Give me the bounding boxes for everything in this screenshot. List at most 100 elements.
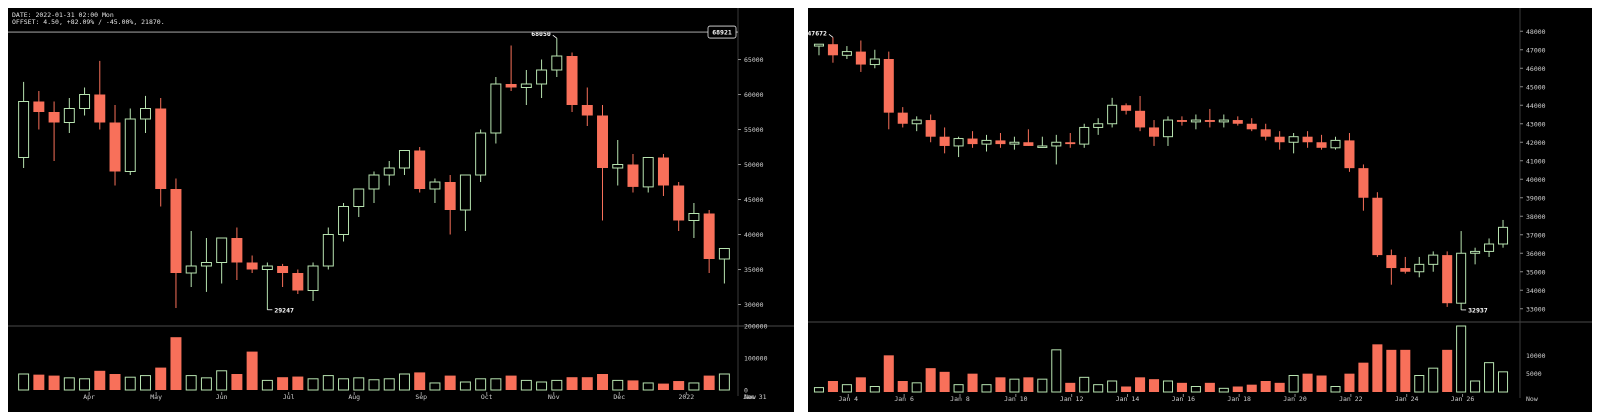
time-tick-label: Aug	[348, 393, 360, 401]
volume-bar-up	[1218, 387, 1229, 393]
candle-body-down	[1260, 129, 1271, 137]
candle-body-down	[170, 189, 182, 273]
candle-body-down	[1358, 168, 1369, 198]
high-price-label: 47672	[808, 29, 827, 37]
candle-body-down	[581, 105, 593, 116]
btc-hourly-chart-panel[interactable]: 48000 47000 46000 45000 44000 43000 42000 41000…	[808, 8, 1592, 412]
volume-tick-label: 10000	[1526, 352, 1546, 360]
candle-body-up	[307, 265, 319, 291]
time-tick-label: Oct	[481, 393, 493, 401]
volume-bar-down	[827, 381, 838, 392]
candle-body-up	[953, 138, 964, 147]
candle-body-up	[383, 167, 395, 176]
candle-body-up	[475, 132, 487, 176]
time-tick-label: Jan 6	[894, 395, 914, 403]
candle-body-down	[1246, 123, 1257, 130]
time-tick-label: Nov	[548, 393, 560, 401]
candle-body-down	[967, 138, 978, 145]
candle-body-down	[1121, 105, 1132, 111]
candle-body-up	[261, 265, 273, 270]
volume-bar-up	[981, 384, 992, 393]
candle-body-down	[897, 112, 908, 124]
candle-body-down	[231, 238, 243, 263]
volume-bar-up	[1428, 367, 1439, 393]
volume-bar-up	[536, 381, 548, 391]
candle-body-up	[718, 248, 730, 260]
volume-bar-down	[1442, 349, 1453, 392]
candle-body-up	[1414, 263, 1425, 273]
volume-bar-down	[1204, 382, 1215, 392]
time-end-label: Jan 31	[743, 393, 767, 401]
candle-body-up	[1330, 139, 1341, 149]
candle-body-up	[1484, 243, 1495, 252]
volume-bar-up	[1037, 378, 1048, 393]
candle-body-up	[911, 119, 922, 125]
candle-body-up	[63, 108, 75, 123]
volume-bar-up	[841, 384, 852, 393]
volume-bar-down	[109, 374, 121, 390]
candle-body-up	[1009, 141, 1020, 145]
time-tick-label: Jan 26	[1451, 395, 1475, 403]
candle-body-down	[292, 273, 304, 291]
hourly-candlestick-svg[interactable]: 48000 47000 46000 45000 44000 43000 42000 41000…	[808, 8, 1592, 412]
daily-candlestick-svg[interactable]: 65000 60000 55000 50000 45000 40000 35000 30000…	[8, 8, 794, 412]
price-tick-label: 39000	[1526, 194, 1546, 202]
candle-body-down	[1274, 136, 1285, 143]
volume-bar-up	[642, 382, 654, 391]
volume-bar-up	[475, 378, 487, 391]
volume-bar-down	[1260, 381, 1271, 392]
volume-bar-down	[1386, 349, 1397, 392]
price-tick-label: 41000	[1526, 157, 1546, 165]
candle-body-up	[1107, 104, 1118, 125]
candle-body-down	[627, 164, 639, 187]
price-tick-label: 34000	[1526, 287, 1546, 295]
candle-body-down	[703, 213, 715, 259]
volume-bar-up	[1009, 378, 1020, 393]
volume-bar-down	[170, 337, 182, 390]
volume-bar-up	[1079, 376, 1090, 393]
time-tick-label: Jun	[216, 393, 228, 401]
volume-bar-up	[1190, 386, 1201, 393]
volume-bar-down	[597, 374, 608, 390]
volume-bar-down	[925, 368, 936, 392]
candle-body-down	[855, 51, 866, 65]
candle-body-down	[48, 112, 60, 123]
volume-bar-down	[967, 373, 978, 392]
candle-body-up	[322, 234, 334, 267]
volume-bar-up	[911, 382, 922, 393]
candle-body-up	[1037, 145, 1048, 148]
volume-bar-up	[520, 379, 532, 391]
btc-daily-chart-panel[interactable]: DATE: 2022-01-31 02:00 Mon OFFSET: 4.50,…	[8, 8, 794, 412]
candle-body-up	[813, 43, 825, 47]
volume-bar-up	[185, 375, 197, 391]
price-tick-label: 35000	[1526, 268, 1546, 276]
volume-bar-down	[995, 377, 1006, 392]
candle-body-up	[1497, 226, 1509, 245]
candle-body-down	[1442, 255, 1453, 304]
time-tick-label: May	[150, 393, 162, 401]
volume-bar-down	[414, 372, 426, 390]
volume-bar-up	[869, 386, 880, 393]
candle-body-up	[642, 157, 654, 188]
volume-bar-down	[1065, 382, 1076, 392]
volume-bar-up	[338, 378, 350, 391]
volume-bar-up	[429, 382, 441, 391]
price-tick-label: 43000	[1526, 120, 1546, 128]
candle-body-down	[883, 59, 894, 113]
volume-bar-up	[612, 379, 624, 391]
volume-bar-down	[48, 375, 60, 390]
volume-bar-down	[292, 376, 304, 390]
time-tick-label: Jul	[283, 393, 295, 401]
volume-bar-down	[627, 380, 639, 390]
price-tick-label: 60000	[744, 91, 764, 99]
time-tick-label: Jan 18	[1227, 395, 1251, 403]
candle-body-up	[368, 174, 380, 190]
time-tick-label: 2022	[678, 393, 694, 401]
volume-bar-down	[1121, 386, 1132, 392]
candle-body-up	[398, 150, 410, 169]
price-tick-label: 55000	[744, 126, 764, 134]
volume-bar-down	[1400, 349, 1411, 392]
candle-body-down	[1176, 120, 1187, 122]
volume-bar-down	[883, 355, 894, 392]
volume-tick-label: 200000	[744, 323, 768, 331]
